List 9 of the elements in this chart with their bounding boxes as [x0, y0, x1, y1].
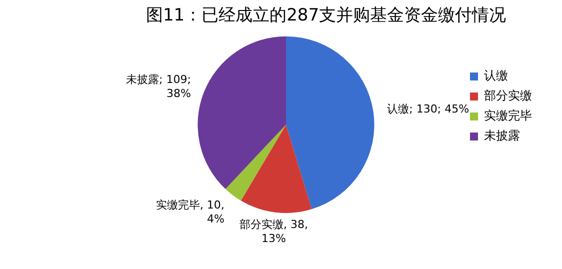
- data-label: 实缴完毕, 10, 4%: [156, 198, 224, 226]
- chart-title: 图11：已经成立的287支并购基金资金缴付情况: [146, 6, 506, 26]
- data-label: 未披露; 109; 38%: [126, 72, 191, 100]
- legend-label: 部分实缴: [484, 88, 532, 103]
- data-label: 认缴; 130; 45%: [387, 102, 470, 116]
- legend-label: 未披露: [484, 128, 520, 143]
- legend-label: 实缴完毕: [484, 108, 532, 123]
- data-label: 部分实缴, 38, 13%: [239, 218, 308, 246]
- legend-label: 认缴: [484, 68, 508, 83]
